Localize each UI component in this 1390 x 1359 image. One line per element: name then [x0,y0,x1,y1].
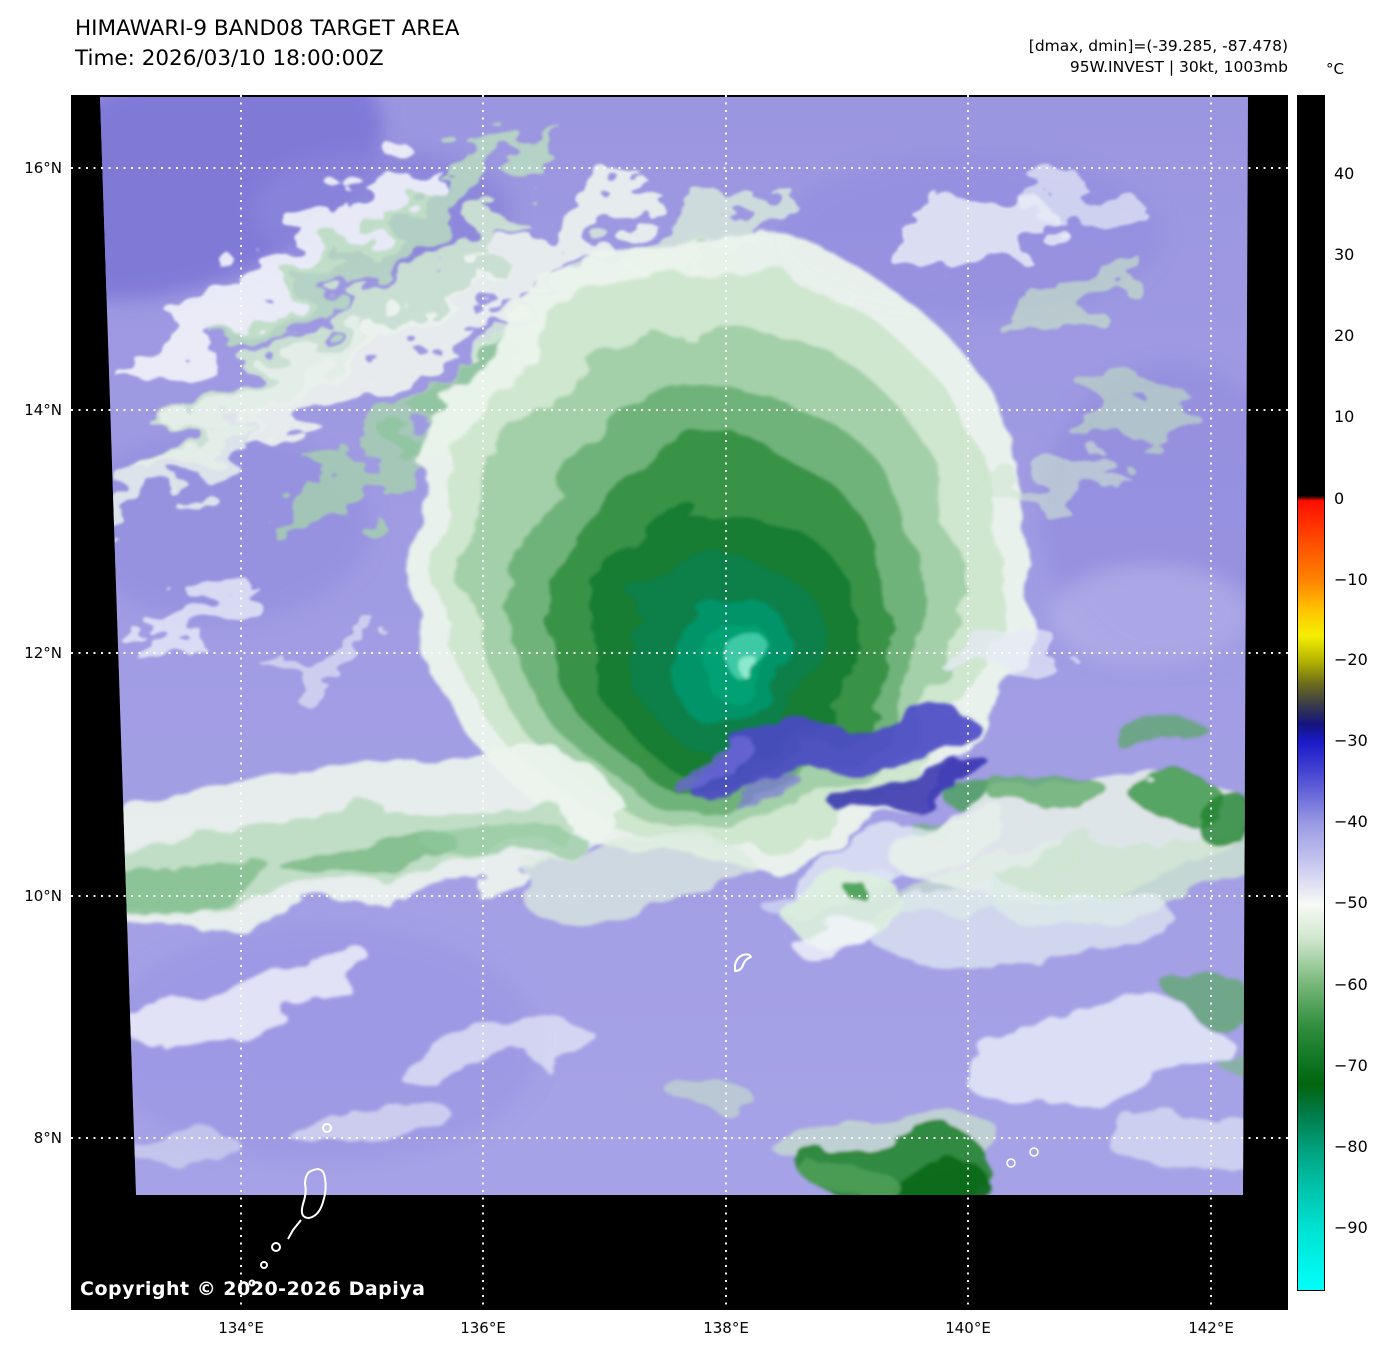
lat-label: 16°N [24,159,62,177]
colorbar-tick-label: 20 [1334,326,1355,346]
colorbar-tick-label: 10 [1334,407,1355,427]
swath-imagery [100,97,1248,1195]
colorbar-tick-label: −10 [1334,569,1368,589]
lon-label: 140°E [945,1319,991,1337]
storm-info-text: 95W.INVEST | 30kt, 1003mb [1069,58,1288,76]
satellite-image [71,95,1288,1310]
satellite-map: Copyright © 2020-2026 Dapiya [71,95,1288,1310]
colorbar-unit-label: °C [1326,60,1344,78]
colorbar-tick-label: −50 [1334,893,1368,913]
copyright-text: Copyright © 2020-2026 Dapiya [80,1278,426,1300]
colorbar-tick-label: −60 [1334,974,1368,994]
gridlines [71,95,1288,1310]
island-outline-yap [734,953,752,972]
timestamp: Time: 2026/03/10 18:00:00Z [75,46,384,71]
annotation-block: [dmax, dmin]=(-39.285, -87.478) 95W.INVE… [1029,36,1288,78]
lon-label: 134°E [218,1319,264,1337]
lat-label: 8°N [33,1129,62,1147]
lon-label: 136°E [460,1319,506,1337]
page-title: HIMAWARI-9 BAND08 TARGET AREA [75,16,460,41]
lon-label: 138°E [703,1319,749,1337]
colorbar-tick-label: 40 [1334,163,1355,183]
colorbar-tick-label: −20 [1334,649,1368,669]
island-outline-small-atolls [1006,1147,1039,1168]
lat-label: 12°N [24,644,62,662]
lat-label: 14°N [24,401,62,419]
island-outline-palau [248,1123,332,1287]
lat-label: 10°N [24,887,62,905]
title-block: HIMAWARI-9 BAND08 TARGET AREA Time: 2026… [75,14,459,74]
lon-label: 142°E [1188,1319,1234,1337]
colorbar-tick-label: −90 [1334,1218,1368,1238]
dmax-dmin-text: [dmax, dmin]=(-39.285, -87.478) [1028,37,1288,55]
colorbar-tick-label: −40 [1334,812,1368,832]
colorbar-tick-label: 30 [1334,244,1355,264]
colorbar-tick-label: −80 [1334,1136,1368,1156]
colorbar-tick-label: −30 [1334,730,1368,750]
colorbar [1297,95,1325,1291]
colorbar-tick-label: 0 [1334,488,1345,508]
colorbar-tick-label: −70 [1334,1055,1368,1075]
